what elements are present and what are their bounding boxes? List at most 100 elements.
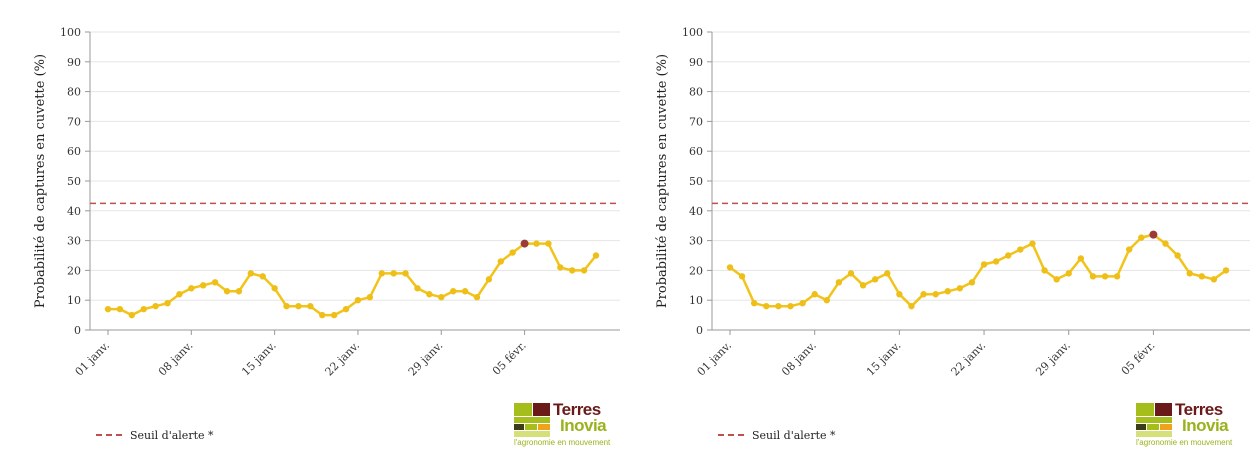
data-point [319, 311, 326, 319]
data-point [944, 288, 951, 295]
data-point [330, 311, 338, 319]
data-point [164, 299, 171, 307]
data-point [200, 282, 207, 289]
chart-left: 0 10 20 30 40 50 60 70 80 90 100 Probabilité de cap… [33, 26, 620, 379]
data-point [1017, 246, 1024, 253]
data-point [1138, 234, 1145, 241]
data-point [140, 305, 147, 313]
data-point [1029, 240, 1036, 247]
data-point [811, 291, 818, 298]
chart-panel-right: 0 10 20 30 40 50 60 70 80 90 100 Probabilité de cap… [628, 0, 1256, 453]
data-point [176, 291, 183, 298]
data-point [908, 302, 915, 310]
data-point [580, 267, 588, 274]
y-tick-label: 90 [67, 56, 81, 69]
legend-threshold-swatch [96, 434, 122, 436]
data-point [1162, 240, 1169, 247]
data-point [750, 299, 758, 307]
y-tick-label: 30 [689, 235, 703, 248]
y-tick-label: 60 [67, 145, 81, 158]
x-tick-label: 08 janv. [156, 339, 196, 379]
x-tick-label: 05 févr. [1119, 339, 1158, 378]
data-point [787, 302, 794, 310]
data-point [211, 279, 219, 286]
data-point [557, 264, 564, 271]
data-point [1089, 273, 1097, 280]
legend-threshold-swatch [718, 434, 744, 436]
data-point [1053, 276, 1060, 283]
data-point [271, 285, 278, 292]
legend: Seuil d'alerte * [718, 427, 836, 443]
x-tick-label: 01 janv. [695, 339, 735, 379]
data-point [152, 302, 159, 310]
data-point [414, 285, 421, 292]
y-tick-label: 10 [689, 294, 703, 307]
data-point [545, 240, 552, 247]
y-tick-label: 100 [60, 26, 81, 39]
data-point [847, 270, 855, 277]
data-point [884, 270, 891, 277]
data-point [968, 279, 976, 286]
data-point [859, 282, 867, 289]
logo-mark [1136, 403, 1172, 437]
data-point [1041, 267, 1048, 274]
y-axis-title: Probabilité de captures en cuvette (%) [655, 54, 670, 308]
data-point [980, 261, 988, 268]
data-point [378, 270, 385, 277]
data-point [342, 305, 350, 313]
data-point [366, 294, 374, 301]
highlight-point [1149, 230, 1158, 239]
series-line [108, 242, 597, 317]
data-point [738, 273, 746, 280]
data-point [402, 270, 409, 277]
data-point [438, 294, 445, 301]
logo-brand-line1: Terres [553, 400, 601, 419]
y-tick-label: 80 [689, 86, 703, 99]
data-point [871, 276, 879, 283]
highlight-point [520, 239, 529, 248]
y-tick-label: 20 [689, 264, 703, 277]
data-point [763, 302, 770, 310]
y-tick-label: 10 [67, 294, 81, 307]
data-point [247, 270, 255, 277]
y-tick-label: 50 [689, 175, 703, 188]
data-point [799, 299, 806, 307]
data-point [509, 249, 516, 256]
data-point [426, 291, 433, 298]
data-point [592, 252, 600, 259]
data-point [932, 291, 939, 298]
data-point [1186, 270, 1193, 277]
data-point [1210, 276, 1218, 283]
y-tick-label: 90 [689, 56, 703, 69]
data-point [104, 305, 112, 313]
chart-right: 0 10 20 30 40 50 60 70 80 90 100 Probabilité de cap… [655, 26, 1250, 379]
logo-brand-line1: Terres [1175, 400, 1223, 419]
data-point [1222, 267, 1230, 274]
data-point [128, 311, 136, 319]
y-tick-label: 0 [696, 324, 703, 337]
legend-threshold-label: Seuil d'alerte * [130, 428, 214, 442]
x-tick-label: 15 janv. [239, 339, 279, 379]
data-point [775, 302, 782, 310]
terres-inovia-logo: Terres Inovia l'agronomie en mouvement [514, 400, 624, 449]
data-point [307, 302, 314, 310]
legend: Seuil d'alerte * [96, 427, 214, 443]
data-point [1174, 252, 1181, 259]
data-point [533, 240, 540, 247]
x-tick-label: 29 janv. [1033, 339, 1073, 379]
y-tick-label: 20 [67, 264, 81, 277]
y-tick-label: 60 [689, 145, 703, 158]
data-point [1198, 273, 1206, 280]
y-tick-label: 40 [67, 205, 81, 218]
data-point [497, 258, 504, 265]
data-point [1126, 246, 1133, 253]
data-point [568, 267, 576, 274]
y-axis-title: Probabilité de captures en cuvette (%) [33, 54, 48, 308]
data-point [116, 305, 124, 313]
data-point [896, 291, 903, 298]
data-point [449, 288, 457, 295]
y-tick-label: 100 [682, 26, 703, 39]
data-point [726, 264, 734, 271]
data-point [390, 270, 397, 277]
data-point [295, 302, 302, 310]
